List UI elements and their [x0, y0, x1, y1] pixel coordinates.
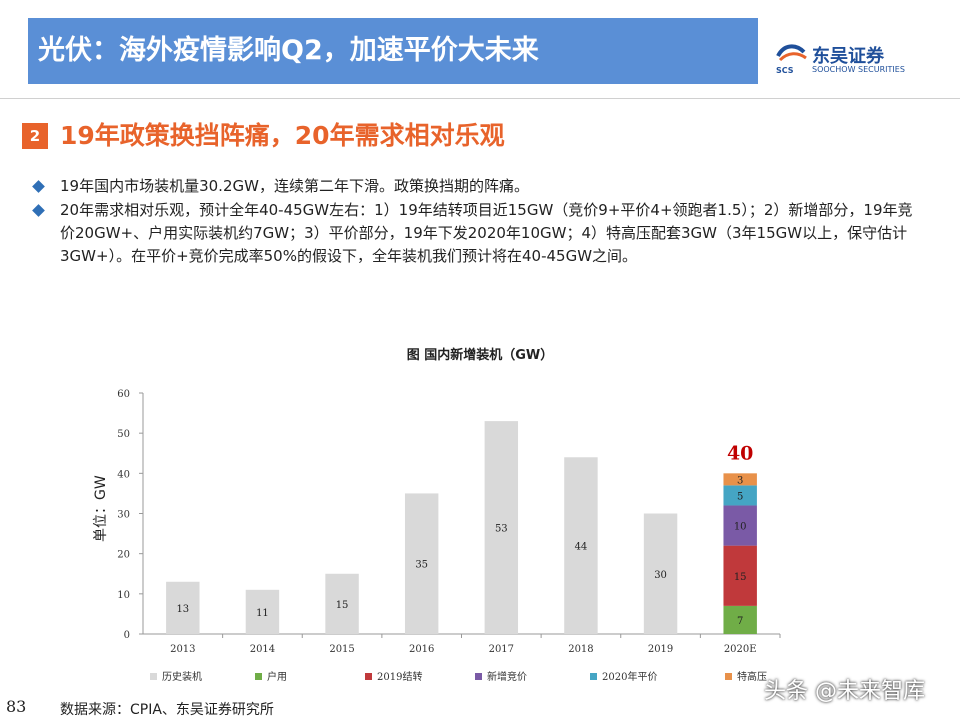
header-divider — [0, 98, 960, 99]
logo-mark: SCS — [776, 66, 794, 75]
legend-label: 2019结转 — [377, 670, 422, 683]
legend-label: 特高压 — [737, 670, 767, 683]
legend-swatch — [365, 673, 372, 680]
data-source: 数据来源：CPIA、东吴证券研究所 — [60, 702, 274, 718]
x-tick-label: 2015 — [329, 644, 354, 655]
bar-segment — [723, 473, 757, 486]
bar-value-label: 13 — [176, 604, 189, 615]
section-title: 19年政策换挡阵痛，20年需求相对乐观 — [60, 121, 505, 150]
x-tick-label: 2020E — [724, 644, 757, 655]
bar-value-label: 10 — [734, 522, 747, 533]
bar-segment — [166, 581, 200, 634]
bar-segment — [404, 493, 439, 634]
legend-label: 2020年平价 — [602, 670, 657, 683]
bar-value-label: 30 — [654, 570, 667, 581]
bar-value-label: 44 — [575, 542, 588, 553]
bar-segment — [484, 421, 519, 634]
legend-label: 户用 — [267, 670, 287, 683]
x-tick-label: 2016 — [409, 644, 434, 655]
x-tick-label: 2013 — [170, 644, 195, 655]
y-tick-label: 50 — [117, 429, 130, 440]
y-tick-label: 40 — [117, 469, 130, 480]
chart-title: 图 国内新增装机（GW） — [406, 348, 554, 363]
watermark: 头条 @未来智库 — [764, 679, 925, 704]
bar-value-label: 35 — [415, 560, 428, 571]
bar-value-label: 11 — [256, 608, 269, 619]
bar-segment — [723, 545, 757, 606]
legend-swatch — [255, 673, 262, 680]
y-tick-label: 10 — [117, 590, 130, 601]
y-tick-label: 0 — [124, 630, 130, 641]
bar-value-label: 3 — [737, 475, 743, 486]
bullet-text-1: 19年国内市场装机量30.2GW，连续第二年下滑。政策换挡期的阵痛。 — [60, 177, 529, 195]
bar-segment — [723, 605, 757, 634]
bar-segment — [643, 513, 678, 634]
section-number-badge: 2 — [22, 123, 48, 149]
x-tick-label: 2014 — [250, 644, 275, 655]
logo-name-cn: 东吴证券 — [812, 46, 884, 67]
y-tick-label: 30 — [117, 510, 130, 521]
total-value-label: 40 — [727, 442, 753, 464]
legend-swatch — [475, 673, 482, 680]
bar-value-label: 15 — [734, 572, 747, 583]
bar-value-label: 5 — [737, 491, 743, 502]
legend-label: 历史装机 — [162, 670, 202, 683]
bar-segment — [564, 457, 598, 634]
y-tick-label: 60 — [117, 389, 130, 400]
page-title: 光伏：海外疫情影响Q2，加速平价大未来 — [38, 35, 539, 66]
title-banner — [28, 18, 758, 84]
logo-name-en: SOOCHOW SECURITIES — [812, 65, 905, 74]
x-tick-label: 2017 — [489, 644, 514, 655]
company-logo: SCS 东吴证券 SOOCHOW SECURITIES — [772, 40, 922, 80]
page-number: 83 — [6, 697, 27, 716]
y-tick-label: 20 — [117, 550, 130, 561]
bar-segment — [723, 485, 757, 506]
logo-icon — [776, 44, 807, 62]
bar-segment — [325, 573, 359, 634]
bar-value-label: 15 — [336, 600, 349, 611]
bar-value-label: 7 — [737, 616, 743, 627]
x-tick-label: 2019 — [648, 644, 673, 655]
legend-swatch — [590, 673, 597, 680]
legend-swatch — [725, 673, 732, 680]
bar-value-label: 53 — [495, 524, 508, 535]
x-tick-label: 2018 — [568, 644, 593, 655]
legend-swatch — [150, 673, 157, 680]
bar-segment — [245, 589, 280, 634]
bullet-text-2: 20年需求相对乐观，预计全年40-45GW左右：1）19年结转项目近15GW（竞… — [60, 201, 913, 265]
bar-segment — [723, 505, 757, 546]
legend-label: 新增竞价 — [487, 670, 527, 683]
